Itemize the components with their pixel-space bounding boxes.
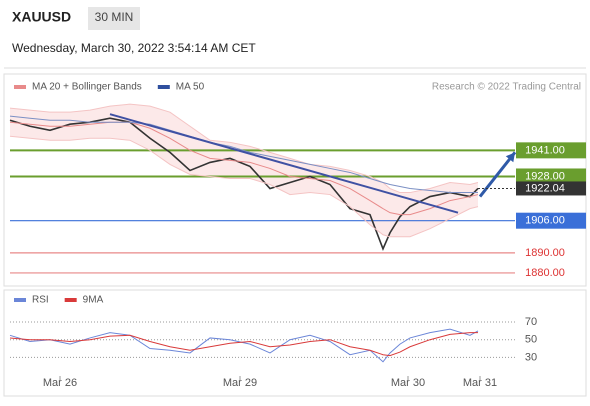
legend-label: RSI [32,295,49,306]
timeframe: 30 MIN [95,10,134,24]
level-label-box [516,142,586,159]
indicator-line [9,121,479,216]
bollinger-fill [10,104,478,237]
level-label: 1941.00 [525,144,565,156]
forecast-arrow [478,151,517,198]
level-label: 1890.00 [525,247,565,259]
timestamp: Wednesday, March 30, 2022 3:54:14 AM CET [12,41,256,55]
price-line [9,117,479,251]
symbol: XAUUSD [12,9,71,25]
y-tick-label: 50 [525,334,537,346]
x-tick-label: Mar 30 [391,377,425,389]
copyright: Research © 2022 Trading Central [432,82,581,93]
y-tick-label: 70 [525,316,537,328]
last-price-box [516,181,586,196]
legend-label: 9MA [83,295,104,306]
legend-swatch [14,298,26,302]
indicator-line [9,135,479,238]
arrow-head [505,152,515,163]
level-label: 1928.00 [525,170,565,182]
indicator-line [9,332,478,357]
x-tick-label: Mar 26 [43,377,77,389]
x-tick-label: Mar 29 [223,377,257,389]
legend-label: MA 50 [176,82,205,93]
rsi-panel [3,289,587,397]
level-label: 1880.00 [525,267,565,279]
legend-swatch [64,298,77,302]
last-price-label: 1922.04 [525,182,565,194]
legend-swatch [157,85,170,89]
trendline [109,113,459,214]
timeframe-badge [88,7,140,30]
level-label-box [516,212,586,229]
x-tick-label: Mar 31 [463,377,497,389]
indicator-line [9,103,479,194]
y-tick-label: 30 [525,351,537,363]
level-label: 1906.00 [525,215,565,227]
legend-swatch [14,85,26,89]
indicator-line [9,328,479,363]
legend-label: MA 20 + Bollinger Bands [32,82,142,93]
level-label-box [516,168,586,185]
indicator-line [9,115,478,194]
